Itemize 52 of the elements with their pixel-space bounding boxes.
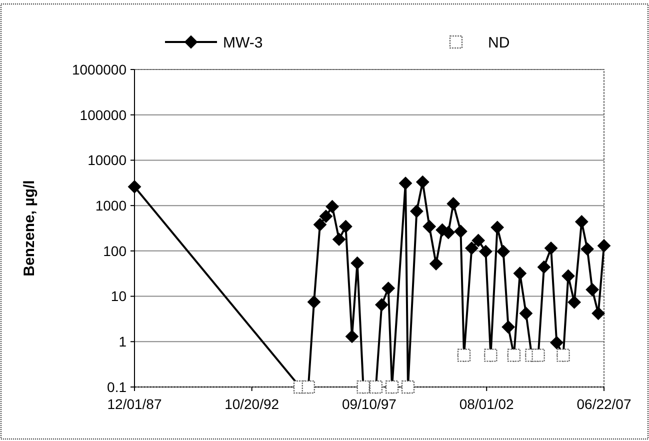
- point: [454, 224, 468, 238]
- point: [586, 283, 599, 296]
- point: [550, 336, 564, 350]
- point: [513, 266, 526, 280]
- point: [544, 242, 558, 255]
- point: [598, 239, 610, 252]
- point: [592, 306, 605, 320]
- point: [537, 260, 550, 274]
- point: [490, 220, 504, 234]
- y-tick-label: 10000: [88, 152, 127, 168]
- x-tick-label: 10/20/92: [224, 396, 280, 412]
- y-tick-label: 1: [118, 334, 127, 350]
- point: [519, 306, 532, 320]
- x-tick-label: 12/01/87: [107, 396, 162, 412]
- legend-label: ND: [488, 34, 510, 52]
- point: [446, 197, 460, 210]
- point: [128, 180, 141, 194]
- legend-label: MW-3: [223, 34, 263, 52]
- x-tick-label: 06/22/07: [576, 396, 632, 412]
- point: [568, 296, 581, 309]
- y-axis-title: Benzene, µg/l: [21, 180, 38, 276]
- point: [382, 282, 395, 295]
- point: [332, 232, 346, 246]
- point: [580, 242, 594, 256]
- point: [422, 220, 436, 234]
- point: [339, 220, 352, 234]
- point: [575, 215, 588, 228]
- point: [479, 245, 492, 258]
- point: [375, 298, 388, 312]
- y-tick-label: 100: [103, 242, 127, 259]
- y-tick-label: 0.1: [107, 378, 127, 395]
- point: [410, 204, 424, 218]
- point: [313, 218, 326, 232]
- point: [319, 210, 332, 223]
- point: [345, 330, 358, 343]
- x-tick-label: 08/01/02: [459, 396, 514, 412]
- y-tick-label: 100000: [80, 106, 127, 123]
- point: [416, 176, 430, 189]
- point: [399, 176, 412, 190]
- point: [496, 245, 510, 258]
- point: [430, 257, 443, 270]
- point: [465, 242, 478, 255]
- x-tick-label: 09/10/97: [342, 396, 397, 412]
- y-tick-label: 1000000: [72, 61, 127, 78]
- point: [308, 295, 321, 308]
- y-tick-label: 1000: [95, 197, 127, 214]
- point: [562, 270, 575, 283]
- point: [472, 234, 485, 247]
- point: [350, 256, 364, 270]
- point: [326, 200, 339, 214]
- y-tick-label: 10: [110, 288, 127, 304]
- point: [502, 320, 515, 334]
